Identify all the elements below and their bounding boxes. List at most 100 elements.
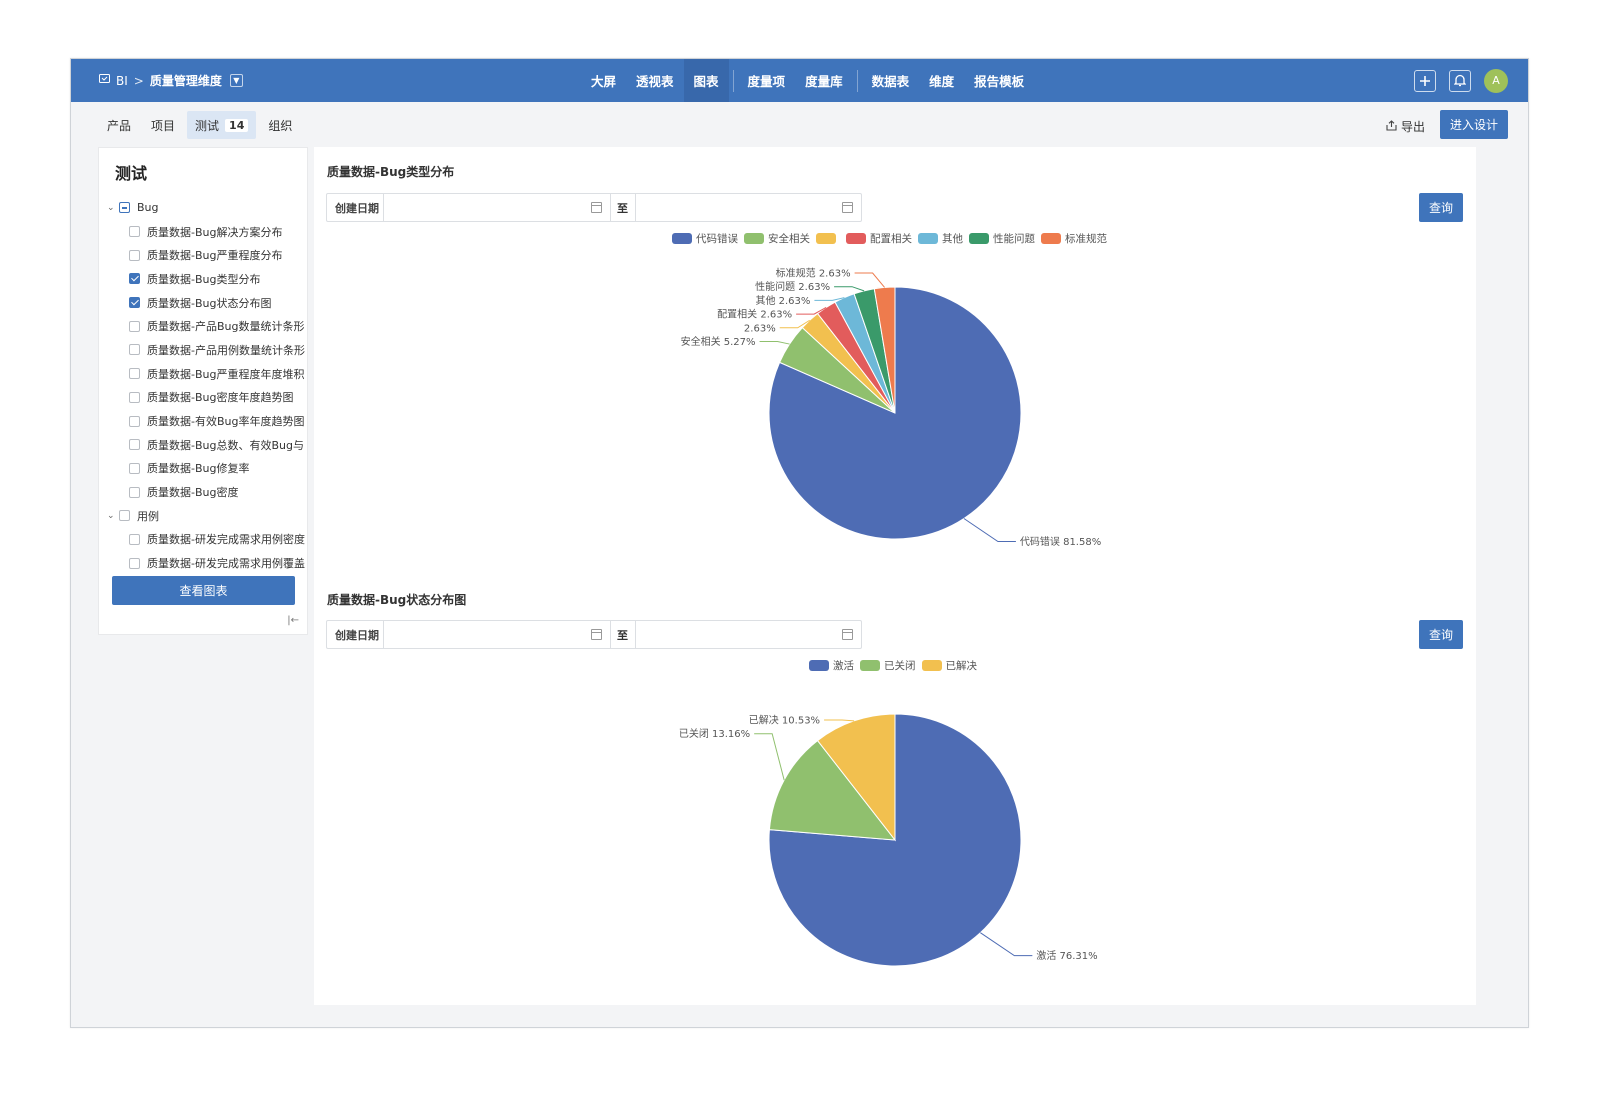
nav-item-metric[interactable]: 度量项: [747, 74, 786, 89]
item-checkbox[interactable]: [129, 249, 140, 261]
tree-item-label: 质量数据-研发完成需求用例密度: [147, 533, 305, 547]
legend-swatch: [1041, 233, 1061, 244]
tree-item[interactable]: 质量数据-有效Bug率年度趋势图: [107, 409, 307, 433]
item-checkbox[interactable]: [129, 226, 140, 238]
tree-item[interactable]: 质量数据-Bug类型分布: [107, 267, 307, 291]
nav-item-dimension[interactable]: 维度: [929, 74, 955, 89]
pie-slice[interactable]: [768, 739, 897, 841]
tree-item[interactable]: 质量数据-产品Bug数量统计条形: [107, 314, 307, 338]
item-checkbox[interactable]: [129, 462, 140, 474]
legend-item[interactable]: [816, 233, 840, 244]
legend-item[interactable]: 其他: [918, 231, 963, 246]
legend-item[interactable]: 配置相关: [846, 231, 912, 246]
chevron-down-icon[interactable]: ⌄: [107, 510, 115, 521]
date-filter-label: 创建日期: [327, 194, 384, 221]
legend-item[interactable]: 代码错误: [672, 231, 738, 246]
item-checkbox[interactable]: [129, 297, 140, 309]
legend-item[interactable]: 激活: [809, 658, 854, 673]
tab-product[interactable]: 产品: [99, 111, 139, 139]
start-date-input[interactable]: [384, 194, 610, 221]
nav-item-screen[interactable]: 大屏: [591, 74, 617, 89]
tree-item[interactable]: 质量数据-研发完成需求用例覆盖: [107, 551, 307, 575]
item-checkbox[interactable]: [129, 533, 140, 545]
tree-group[interactable]: ⌄ Bug: [107, 196, 307, 220]
tab-project[interactable]: 项目: [143, 111, 183, 139]
legend-swatch: [846, 233, 866, 244]
slice-label: 其他 2.63%: [755, 294, 810, 307]
item-checkbox[interactable]: [129, 391, 140, 403]
top-actions: A: [1414, 59, 1508, 102]
query-button[interactable]: 查询: [1419, 193, 1463, 222]
group-checkbox[interactable]: [119, 202, 130, 214]
slice-label: 已解决 10.53%: [749, 714, 820, 727]
calendar-icon[interactable]: [842, 629, 853, 640]
tab-test[interactable]: 测试 14: [187, 111, 257, 139]
panel-title: 测试: [115, 164, 148, 183]
item-checkbox[interactable]: [129, 557, 140, 569]
item-checkbox[interactable]: [129, 368, 140, 380]
legend-item[interactable]: 性能问题: [969, 231, 1035, 246]
legend-item[interactable]: 安全相关: [744, 231, 810, 246]
nav-item-chart[interactable]: 图表: [683, 59, 729, 102]
item-checkbox[interactable]: [129, 486, 140, 498]
item-checkbox[interactable]: [129, 439, 140, 451]
item-checkbox[interactable]: [129, 415, 140, 427]
chevron-down-icon[interactable]: ⌄: [107, 202, 115, 213]
calendar-icon[interactable]: [590, 629, 602, 640]
query-button[interactable]: 查询: [1419, 620, 1463, 649]
item-checkbox[interactable]: [129, 320, 140, 332]
collapse-sidebar-icon[interactable]: |←: [287, 615, 299, 626]
label-leader-line: [854, 272, 885, 288]
group-checkbox[interactable]: [119, 510, 130, 522]
tree-group[interactable]: ⌄ 用例: [107, 504, 307, 528]
tree-group-label: 用例: [137, 509, 159, 523]
tree-item[interactable]: 质量数据-Bug严重程度年度堆积: [107, 362, 307, 386]
tree-item[interactable]: 质量数据-Bug修复率: [107, 457, 307, 481]
legend-item[interactable]: 标准规范: [1041, 231, 1107, 246]
item-checkbox[interactable]: [129, 344, 140, 356]
nav-divider: [732, 69, 734, 92]
item-checkbox[interactable]: [129, 273, 140, 285]
nav-item-pivot[interactable]: 透视表: [636, 74, 674, 89]
calendar-icon[interactable]: [842, 202, 853, 213]
tree-item[interactable]: 质量数据-Bug解决方案分布: [107, 220, 307, 244]
legend-swatch: [816, 233, 836, 244]
export-label: 导出: [1400, 120, 1425, 134]
tree-item[interactable]: 质量数据-Bug总数、有效Bug与: [107, 433, 307, 457]
end-date-input[interactable]: [636, 194, 862, 221]
breadcrumb-current[interactable]: 质量管理维度: [149, 74, 222, 88]
tree-item[interactable]: 质量数据-Bug严重程度分布: [107, 243, 307, 267]
legend-swatch: [672, 233, 692, 244]
pie-slice[interactable]: [768, 713, 1022, 967]
legend-item[interactable]: 已关闭: [860, 658, 916, 673]
nav-item-report-template[interactable]: 报告模板: [974, 74, 1025, 89]
tree-item[interactable]: 质量数据-产品用例数量统计条形: [107, 338, 307, 362]
add-icon[interactable]: [1414, 69, 1436, 92]
tab-org[interactable]: 组织: [260, 111, 300, 139]
chart-legend: 代码错误 安全相关 配置相关 其他 性能问题 标准规范: [672, 231, 1107, 246]
legend-item[interactable]: 已解决: [921, 658, 977, 673]
nav-item-metric-lib[interactable]: 度量库: [805, 74, 843, 89]
calendar-icon[interactable]: [590, 202, 602, 213]
breadcrumb-root[interactable]: BI: [116, 73, 128, 88]
pie-chart-bug-status: 激活 76.31% 已关闭 13.16%已解决 10.53%: [679, 713, 1098, 967]
nav-item-datatable[interactable]: 数据表: [871, 74, 910, 89]
start-date-input[interactable]: [384, 621, 610, 648]
pie-slice[interactable]: [816, 713, 896, 842]
export-button[interactable]: 导出: [1386, 118, 1425, 135]
label-leader-line: [814, 297, 845, 301]
end-date-input[interactable]: [636, 621, 862, 648]
tree-item[interactable]: 质量数据-Bug密度: [107, 480, 307, 504]
avatar[interactable]: A: [1484, 68, 1508, 93]
label-leader-line: [963, 518, 1016, 542]
legend-label: 配置相关: [870, 233, 912, 245]
tree-item[interactable]: 质量数据-研发完成需求用例密度: [107, 528, 307, 552]
chevron-down-icon[interactable]: ▼: [229, 74, 243, 87]
view-chart-button[interactable]: 查看图表: [112, 576, 295, 605]
legend-swatch: [921, 660, 942, 671]
enter-design-button[interactable]: 进入设计: [1440, 110, 1508, 139]
bell-icon[interactable]: [1449, 69, 1471, 92]
tree-item[interactable]: 质量数据-Bug状态分布图: [107, 291, 307, 315]
legend-label: 标准规范: [1065, 233, 1107, 245]
tree-item[interactable]: 质量数据-Bug密度年度趋势图: [107, 386, 307, 410]
